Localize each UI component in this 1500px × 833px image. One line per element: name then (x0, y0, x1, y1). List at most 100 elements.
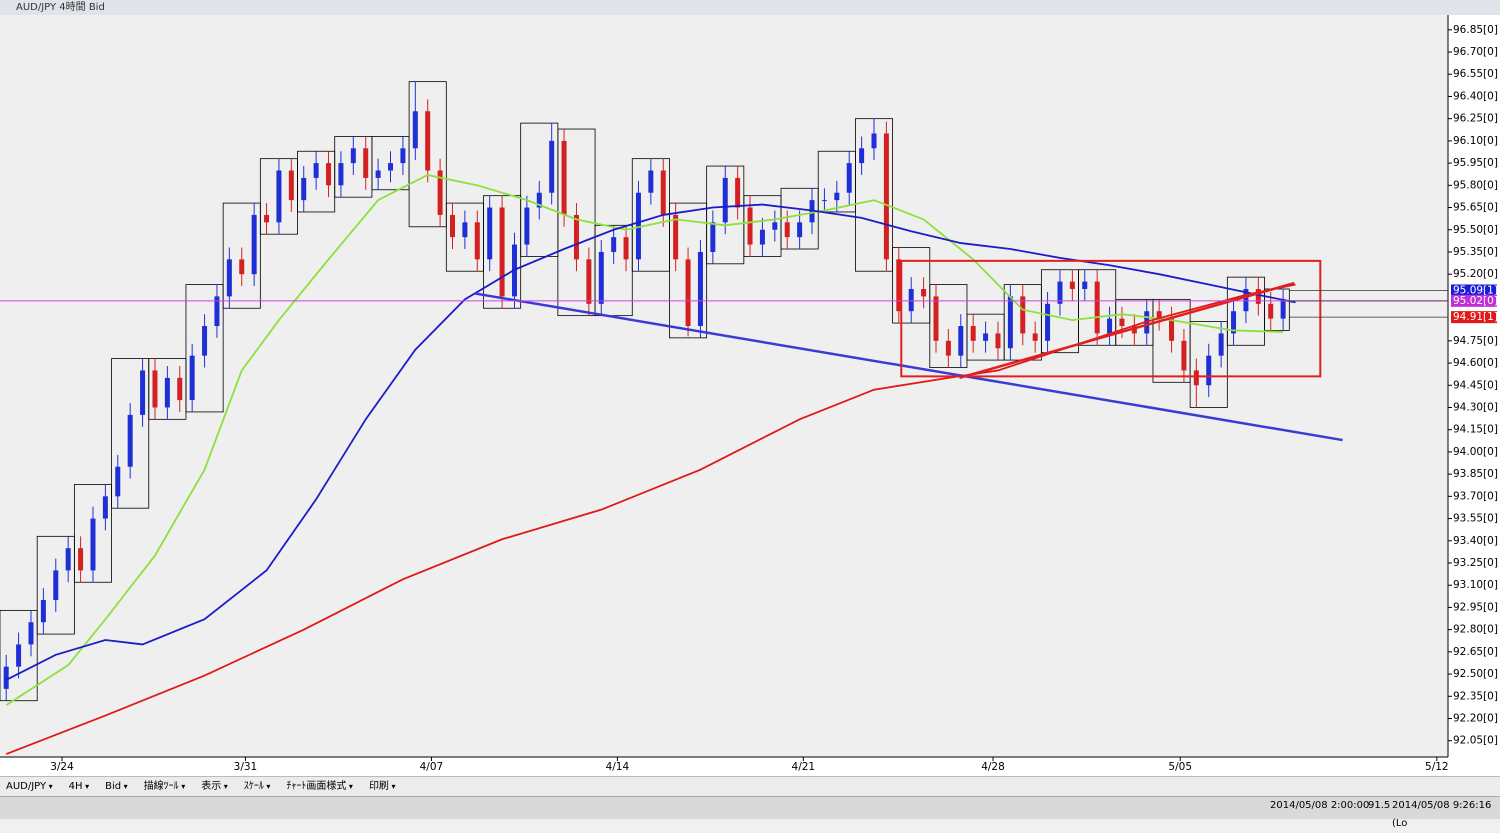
y-tick-label: 94.75[0] (1453, 335, 1498, 347)
y-tick-label: 93.70[0] (1453, 490, 1498, 502)
y-tick-label: 95.50[0] (1453, 224, 1498, 236)
candle-body (202, 326, 208, 356)
y-tick-label: 92.80[0] (1453, 624, 1498, 636)
y-tick-label: 94.15[0] (1453, 424, 1498, 436)
candle-body (908, 288, 914, 312)
candle-body (127, 414, 133, 467)
y-tick-label: 95.65[0] (1453, 202, 1498, 214)
y-tick-label: 93.25[0] (1453, 557, 1498, 569)
candle-body (90, 518, 96, 571)
plot-area (0, 15, 1448, 757)
toolbar-button[interactable]: 印刷 (369, 781, 396, 792)
candle-body (214, 296, 220, 327)
candle-body (834, 192, 840, 201)
candle-body (276, 170, 282, 223)
y-tick-label: 96.70[0] (1453, 46, 1498, 58)
toolbar-button[interactable]: Bid (105, 781, 128, 792)
candle-body (363, 148, 369, 178)
candle-body (1231, 311, 1237, 334)
y-tick-label: 95.35[0] (1453, 246, 1498, 258)
y-tick-label: 96.55[0] (1453, 68, 1498, 80)
candle-body (1255, 288, 1261, 304)
candle-body (65, 548, 71, 571)
toolbar-button[interactable]: ｽｹｰﾙ (244, 781, 271, 792)
y-tick-label: 95.20[0] (1453, 268, 1498, 280)
candle-body (722, 177, 728, 223)
candle-body (598, 251, 604, 304)
moving-average (5, 203, 1296, 681)
range-box (222, 202, 261, 309)
candle-body (1131, 326, 1137, 334)
candle-body (350, 148, 356, 164)
candle-body (549, 140, 555, 193)
x-tick-label: 4/28 (981, 761, 1005, 773)
candle-body (524, 207, 530, 245)
range-box (669, 202, 708, 339)
moving-average (5, 283, 1296, 755)
y-tick-label: 94.45[0] (1453, 379, 1498, 391)
plot (0, 81, 1343, 755)
toolbar-button[interactable]: 表示 (201, 781, 228, 792)
candle-body (288, 170, 294, 201)
candle-body (1020, 296, 1026, 334)
status-text: 2014/05/08 2:00:00 (1270, 800, 1370, 811)
window-title: AUD/JPY 4時間 Bid (16, 2, 105, 13)
x-axis-area (0, 757, 1500, 776)
candle-body (685, 259, 691, 327)
range-box (111, 358, 150, 509)
candle-body (16, 644, 22, 667)
toolbar-button[interactable]: 4H (69, 781, 89, 792)
candle-body (338, 163, 344, 186)
candle-body (1206, 355, 1212, 386)
x-tick-label: 5/05 (1168, 761, 1192, 773)
candle-body (400, 148, 406, 164)
candle-body (635, 192, 641, 260)
y-tick-label: 94.00[0] (1453, 446, 1498, 458)
candle-body (326, 163, 332, 186)
candle-body (1181, 340, 1187, 371)
toolbar-button[interactable]: AUD/JPY (6, 781, 53, 792)
candle-body (1243, 288, 1249, 312)
candle-body (871, 133, 877, 149)
y-tick-label: 92.05[0] (1453, 735, 1498, 747)
y-tick-label: 92.50[0] (1453, 668, 1498, 680)
candle-body (462, 222, 468, 238)
y-tick-label: 96.10[0] (1453, 135, 1498, 147)
candle-body (573, 214, 579, 260)
candle-body (1280, 300, 1286, 319)
candle-body (859, 148, 865, 164)
candle-body (450, 214, 455, 238)
candle-body (301, 177, 307, 201)
candle-body (772, 222, 778, 230)
candle-body (896, 259, 902, 312)
candle-body (375, 170, 381, 178)
y-axis-area (1448, 15, 1500, 757)
candle-body (735, 177, 741, 208)
chart: 96.85[0] 96.70[0] 96.55[0] 96.40[0] 96.25[0]… (0, 15, 1500, 776)
trend-line (959, 281, 1295, 380)
candle-body (78, 548, 84, 571)
toolbar-button[interactable]: 描線ﾂｰﾙ (144, 781, 186, 792)
candle-body (40, 600, 46, 623)
y-tick-label: 94.60[0] (1453, 357, 1498, 369)
candle-body (1268, 303, 1274, 319)
candle-body (226, 259, 232, 297)
candle-body (995, 333, 1001, 349)
toolbar: AUD/JPY 4H Bid 描線ﾂｰﾙ 表示 ｽｹｰﾙ ﾁｬｰﾄ画面様式 印刷 (0, 776, 1500, 796)
range-box (185, 284, 224, 413)
candle-body (958, 326, 964, 356)
candle-body (499, 207, 505, 297)
candle-body (784, 222, 790, 238)
candle-body (586, 259, 592, 304)
x-tick-label: 4/21 (792, 761, 816, 773)
price-tag (1451, 294, 1497, 307)
candle-body (759, 229, 765, 245)
x-tick-label: 5/12 (1425, 761, 1449, 773)
candle-body (251, 214, 257, 275)
toolbar-button[interactable]: ﾁｬｰﾄ画面様式 (286, 781, 353, 792)
candle-body (561, 140, 567, 215)
y-tick-label: 92.65[0] (1453, 646, 1498, 658)
candle-body (388, 163, 394, 171)
candle-body (152, 370, 158, 408)
y-tick-label: 96.25[0] (1453, 113, 1498, 125)
